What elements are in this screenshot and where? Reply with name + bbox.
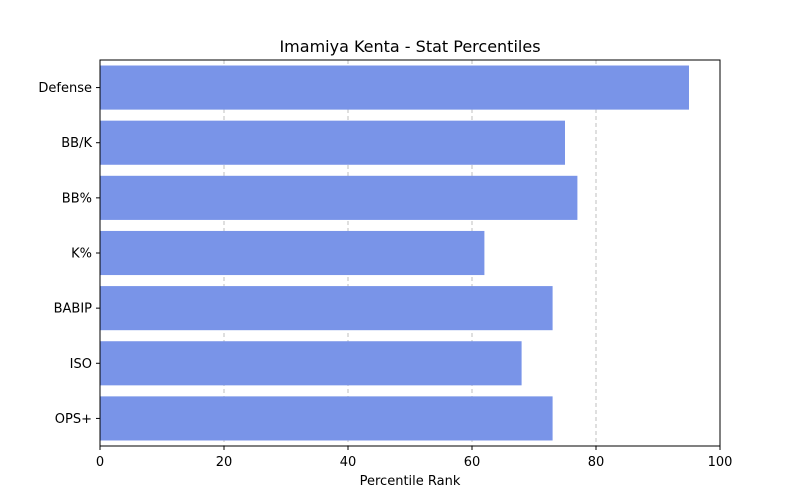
- x-axis-label: Percentile Rank: [360, 474, 461, 489]
- bar-k-: [100, 230, 485, 276]
- bar-defense: [100, 65, 689, 110]
- bar-bb-k: [100, 120, 565, 165]
- chart-title: Imamiya Kenta - Stat Percentiles: [279, 37, 540, 56]
- y-tick-label: BB/K: [61, 136, 92, 151]
- bar-ops-: [100, 396, 553, 441]
- y-tick-label: ISO: [70, 357, 92, 372]
- x-tick-label: 100: [708, 455, 733, 470]
- x-axis-ticks: 0 20 40 60 80 100: [96, 446, 733, 470]
- y-tick-label: Defense: [38, 81, 92, 96]
- y-tick-label: K%: [71, 247, 92, 262]
- bar-iso: [100, 341, 522, 386]
- x-tick-label: 80: [588, 455, 605, 470]
- y-tick-label: OPS+: [55, 412, 92, 427]
- bars: [100, 65, 689, 441]
- y-axis-ticks: Defense BB/K BB% K% BABIP ISO OPS+: [38, 81, 100, 427]
- y-tick-label: BABIP: [54, 302, 93, 317]
- y-tick-label: BB%: [62, 191, 92, 206]
- x-tick-label: 60: [464, 455, 481, 470]
- x-tick-label: 40: [340, 455, 357, 470]
- bar-bb-: [100, 175, 578, 220]
- x-tick-label: 0: [96, 455, 104, 470]
- bar-babip: [100, 286, 553, 331]
- x-tick-label: 20: [216, 455, 233, 470]
